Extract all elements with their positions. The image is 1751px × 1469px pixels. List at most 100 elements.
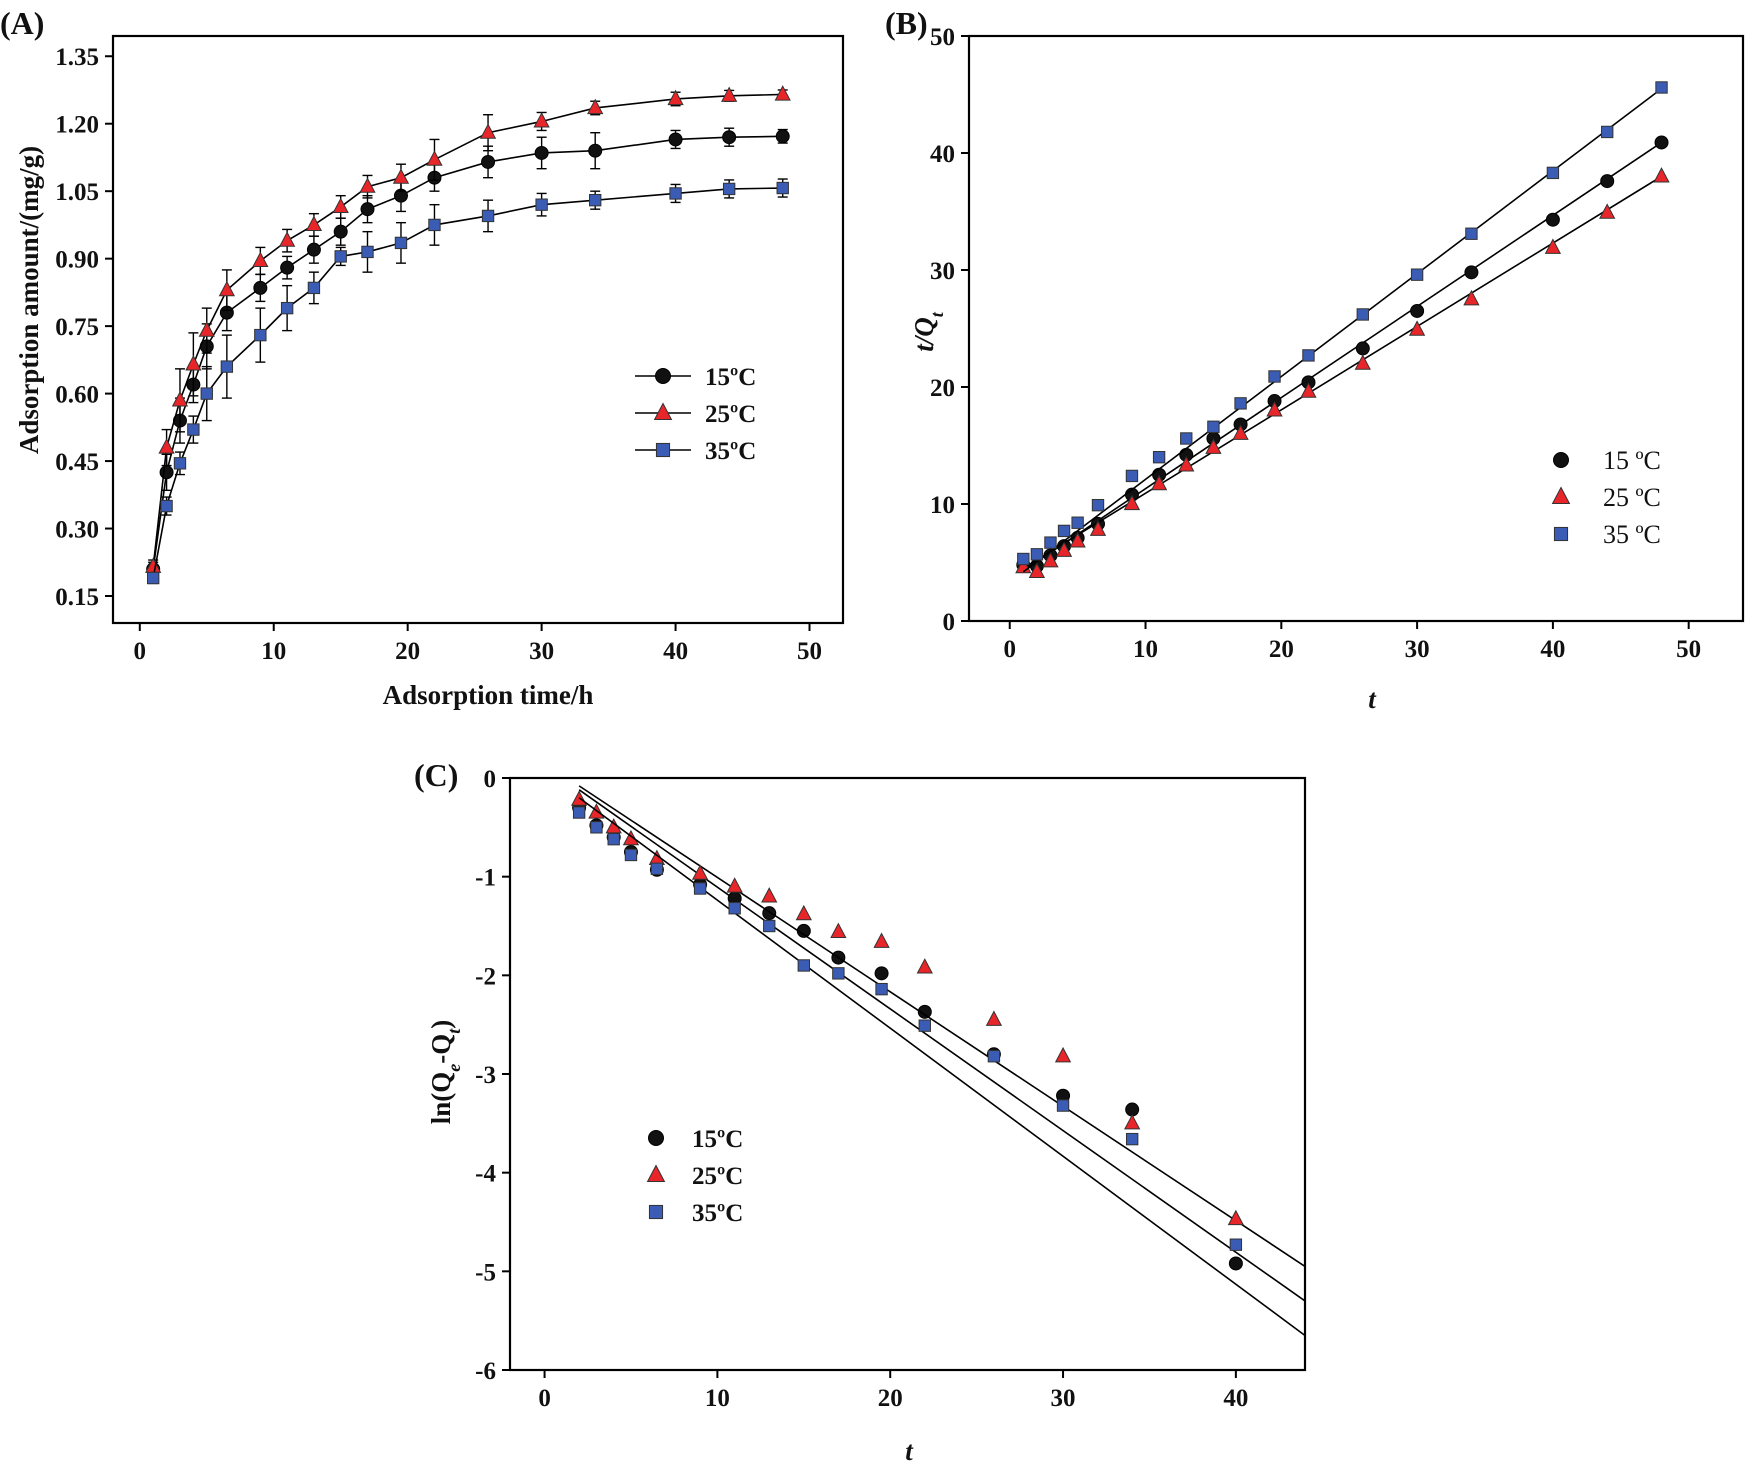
- panel-b-series-35C: [1017, 81, 1668, 573]
- panel-c-legend-item: 25ºC: [646, 1163, 743, 1190]
- panel-a-plot-frame: [111, 34, 845, 625]
- panel-a-series-line: [152, 93, 783, 567]
- panel-a-data-point: [360, 202, 375, 217]
- panel-b-data-point: [1150, 474, 1168, 491]
- panel-c-data-point: [875, 982, 888, 996]
- panel-a-y-tick-label: 0.45: [55, 449, 99, 476]
- panel-b-legend-item: 35 ºC: [1553, 520, 1661, 549]
- panel-b-fit-line: [1022, 141, 1662, 572]
- panel-c-data-point: [622, 829, 640, 846]
- panel-c-y-tick-label: 0: [484, 766, 497, 793]
- panel-a-data-point: [220, 360, 234, 373]
- panel-b-y-tick-label: 30: [930, 258, 955, 285]
- panel-a-legend-label: 15ºC: [705, 364, 756, 391]
- panel-b-series-15C: [1016, 135, 1669, 574]
- panel-b-plot-frame: [967, 34, 1745, 623]
- panel-c-y-axis-label: ln(Qe-Qt): [426, 1020, 464, 1125]
- panel-a-data-point: [334, 250, 347, 263]
- panel-a-data-point: [306, 242, 321, 257]
- panel-c-x-tick-label: 10: [705, 1385, 730, 1412]
- panel-c-data-point: [1056, 1099, 1070, 1112]
- panel-b-x-tick-label: 50: [1676, 636, 1701, 663]
- panel-b-data-point: [1600, 174, 1615, 189]
- panel-c-legend-item: 15ºC: [648, 1126, 743, 1153]
- panel-b-legend-marker: [1553, 452, 1569, 468]
- panel-b-data-point: [1232, 424, 1249, 440]
- panel-b-fit-line: [1022, 175, 1662, 570]
- panel-b-data-point: [1234, 397, 1247, 410]
- panel-c-legend-marker: [648, 1130, 664, 1146]
- panel-c-data-point: [761, 887, 778, 903]
- panel-b-data-point: [1546, 166, 1560, 180]
- panel-b-x-tick-label: 30: [1405, 636, 1430, 663]
- panel-a-x-axis-label: Adsorption time/h: [383, 680, 594, 710]
- panel-a-data-point: [359, 177, 376, 193]
- panel-c-x-tick-label: 30: [1051, 1385, 1076, 1412]
- panel-a-series-35C: [146, 178, 789, 585]
- panel-a-data-point: [426, 150, 443, 166]
- panel-b-data-point: [1266, 401, 1283, 417]
- panel-c-data-point: [726, 877, 743, 893]
- panel-a-data-point: [394, 236, 408, 250]
- panel-c-data-point: [987, 1050, 1001, 1063]
- panel-a-data-point: [160, 499, 173, 513]
- panel-b-data-point: [1042, 551, 1059, 568]
- panel-a-data-point: [775, 129, 790, 144]
- panel-a-data-point: [588, 143, 603, 158]
- panel-a-data-point: [253, 280, 268, 295]
- panel-b-y-tick-label: 10: [930, 492, 955, 519]
- panel-a-data-point: [159, 465, 174, 480]
- panel-a-chart: 0 10 20 30 40 50 0.15 0.30 0.45 0.60 0.75 0.90 1.05 1…: [0, 5, 845, 710]
- panel-a-y-tick-label: 0.30: [55, 517, 99, 544]
- panel-b-legend-item: 15 ºC: [1553, 446, 1661, 475]
- panel-b-data-point: [1123, 494, 1141, 511]
- panel-c-data-point: [763, 919, 776, 933]
- panel-a-data-point: [587, 98, 604, 115]
- panel-c-chart: 0 10 20 30 40 0 -1 -2 -3 -4 -5 -6 (C) t ln(Qe-Qt) 15ºC 2…: [414, 757, 1307, 1466]
- panel-a-legend-item: 25ºC: [635, 401, 756, 428]
- panel-a-y-tick-label: 1.35: [55, 44, 99, 71]
- panel-b-x-tick-label: 10: [1133, 636, 1158, 663]
- panel-c-legend-marker: [646, 1164, 666, 1182]
- panel-a-y-tick-label: 0.90: [55, 247, 99, 274]
- panel-b-data-point: [1178, 456, 1195, 472]
- panel-b-y-tick-label: 0: [943, 609, 956, 636]
- panel-a-data-point: [428, 218, 441, 232]
- panel-a-y-tick-label: 1.05: [55, 179, 99, 206]
- panel-a-data-point: [332, 197, 349, 214]
- panel-a-data-point: [669, 187, 682, 200]
- panel-b-data-point: [1030, 548, 1044, 561]
- panel-b-legend-marker: [1551, 486, 1571, 504]
- panel-b-data-point: [1410, 303, 1425, 318]
- panel-b-y-tick-label: 20: [930, 375, 955, 402]
- panel-b-data-point: [1408, 320, 1426, 336]
- panel-c-plot-frame: [508, 776, 1307, 1372]
- panel-a-data-point: [333, 224, 348, 239]
- panel-a-data-point: [589, 193, 602, 207]
- panel-a-legend-item: 35ºC: [635, 438, 756, 465]
- panel-b-data-point: [1655, 81, 1668, 94]
- panel-b-x-tick-label: 20: [1269, 636, 1294, 663]
- panel-a-data-point: [254, 328, 267, 342]
- panel-b-x-axis-label: t: [1368, 684, 1377, 714]
- panel-c-data-point: [590, 821, 603, 834]
- panel-b-x-tick-label: 0: [1003, 636, 1016, 663]
- panel-c-data-point: [830, 922, 847, 939]
- panel-a-legend-marker: [655, 442, 671, 458]
- panel-a-data-point: [667, 89, 684, 106]
- panel-b-data-point: [1653, 167, 1670, 183]
- panel-c-y-tick-label: -1: [475, 865, 496, 892]
- panel-a-data-point: [535, 198, 548, 211]
- panel-a-data-point: [479, 123, 497, 139]
- panel-c-data-point: [874, 966, 889, 981]
- panel-a-data-point: [187, 423, 200, 436]
- panel-c-data-point: [605, 818, 622, 834]
- panel-a-y-tick-label: 0.75: [55, 314, 99, 341]
- panel-b-data-point: [1180, 432, 1193, 445]
- panel-c-series-15C: [572, 789, 1306, 1302]
- panel-b-legend-label: 25 ºC: [1603, 483, 1661, 512]
- panel-c-data-point: [916, 958, 933, 974]
- panel-a-data-point: [392, 168, 410, 184]
- panel-a-data-point: [173, 457, 187, 470]
